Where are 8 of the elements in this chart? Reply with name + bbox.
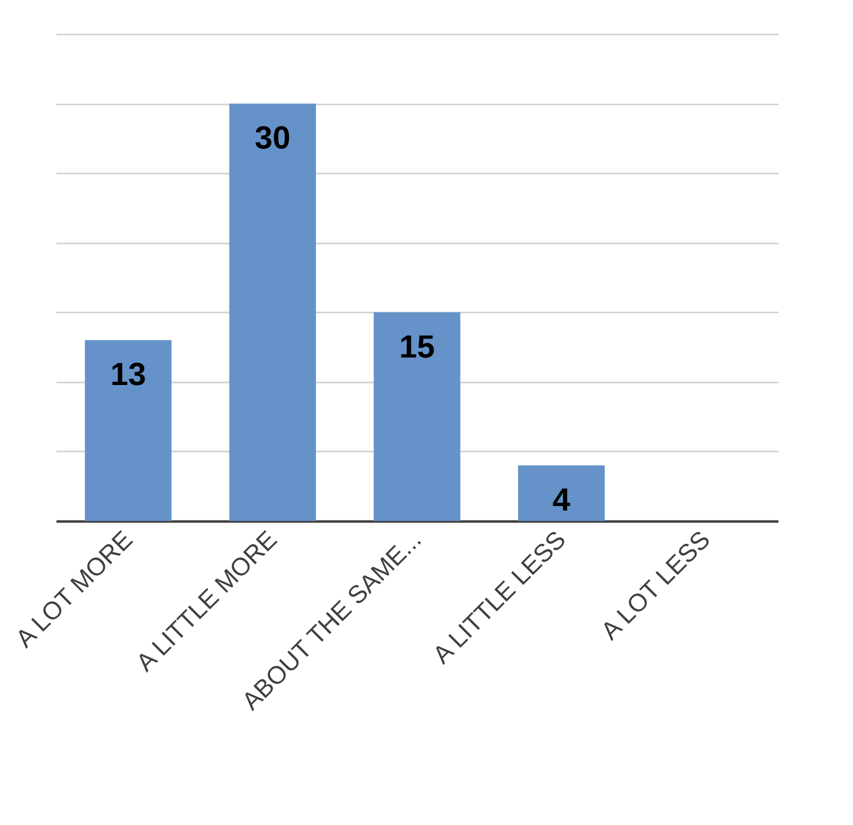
- data-label: 30: [254, 120, 290, 156]
- data-label: 15: [399, 328, 435, 364]
- bar: [84, 340, 172, 521]
- bar: [229, 104, 316, 521]
- bar: [374, 312, 460, 521]
- data-label: 13: [110, 356, 146, 392]
- bar: [518, 465, 605, 521]
- data-label: 4: [552, 481, 570, 518]
